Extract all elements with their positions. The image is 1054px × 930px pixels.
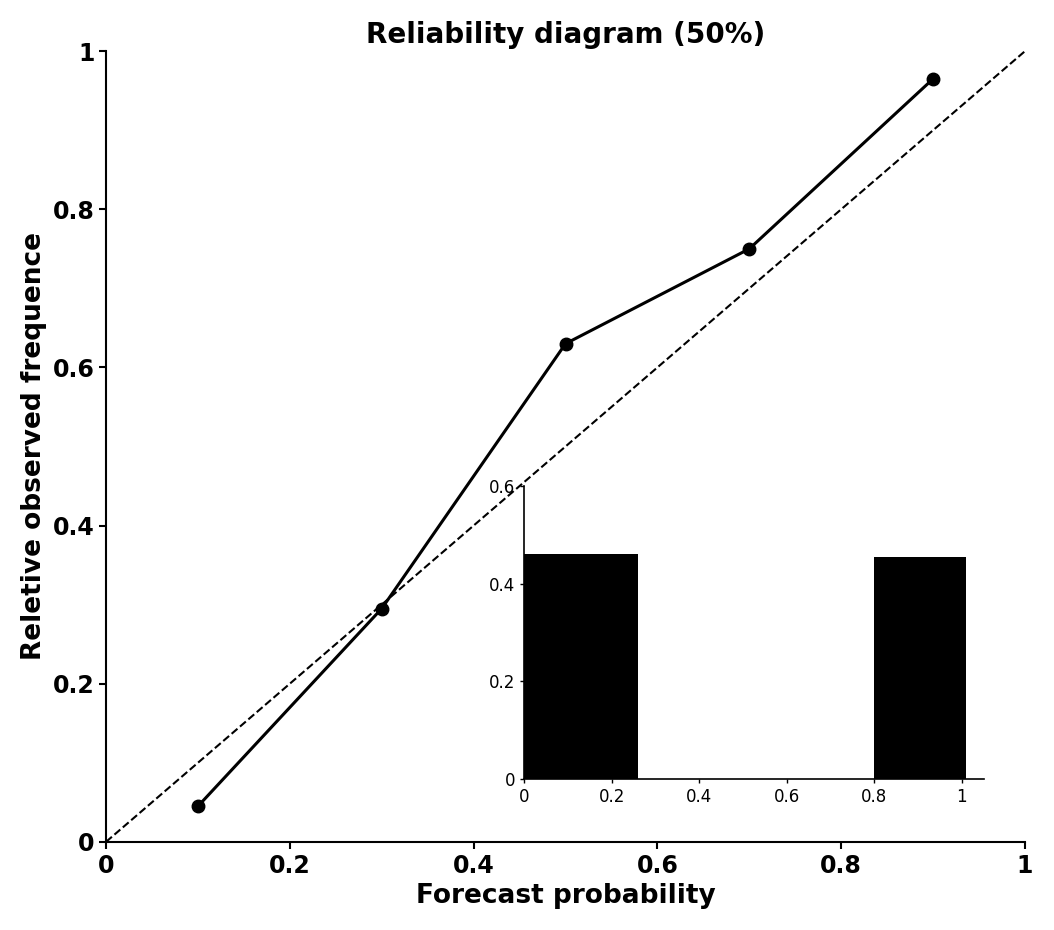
Y-axis label: Reletive observed frequence: Reletive observed frequence [21, 232, 46, 660]
Title: Reliability diagram (50%): Reliability diagram (50%) [366, 20, 765, 49]
X-axis label: Forecast probability: Forecast probability [415, 884, 716, 910]
